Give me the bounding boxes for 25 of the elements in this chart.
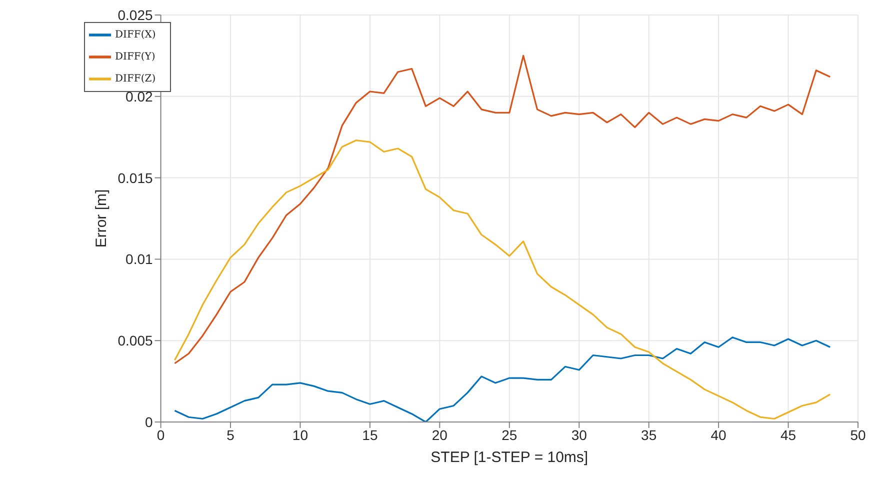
x-tick-label: 40 (710, 426, 727, 443)
line-series (174, 140, 831, 420)
x-tick-label: 15 (362, 426, 378, 443)
y-tick-label: 0.01 (126, 251, 153, 268)
y-axis-title: Error [m] (93, 189, 110, 248)
x-tick-label: 10 (292, 426, 308, 443)
legend-label: DIFF(Z) (115, 74, 156, 85)
x-tick-label: 5 (226, 426, 235, 443)
line-series (174, 54, 831, 364)
y-tick-label: 0.02 (126, 88, 153, 104)
y-tick-label: 0.015 (118, 170, 153, 186)
x-tick-label: 45 (780, 426, 796, 443)
x-tick-label: 50 (850, 426, 866, 443)
x-tick-label: 35 (641, 426, 657, 443)
x-tick-label: 25 (502, 426, 518, 443)
line-series (174, 336, 831, 422)
y-tick-label: 0 (144, 414, 153, 430)
legend-label: DIFF(Y) (115, 52, 156, 63)
x-tick-label: 20 (432, 426, 448, 443)
x-tick-label: 30 (571, 426, 588, 443)
y-tick-label: 0.025 (118, 6, 153, 23)
x-tick-label: 0 (156, 426, 165, 443)
x-axis-title: STEP [1-STEP = 10ms] (430, 449, 588, 466)
y-tick-label: 0.005 (118, 332, 153, 349)
legend-label: DIFF(X) (115, 30, 156, 41)
